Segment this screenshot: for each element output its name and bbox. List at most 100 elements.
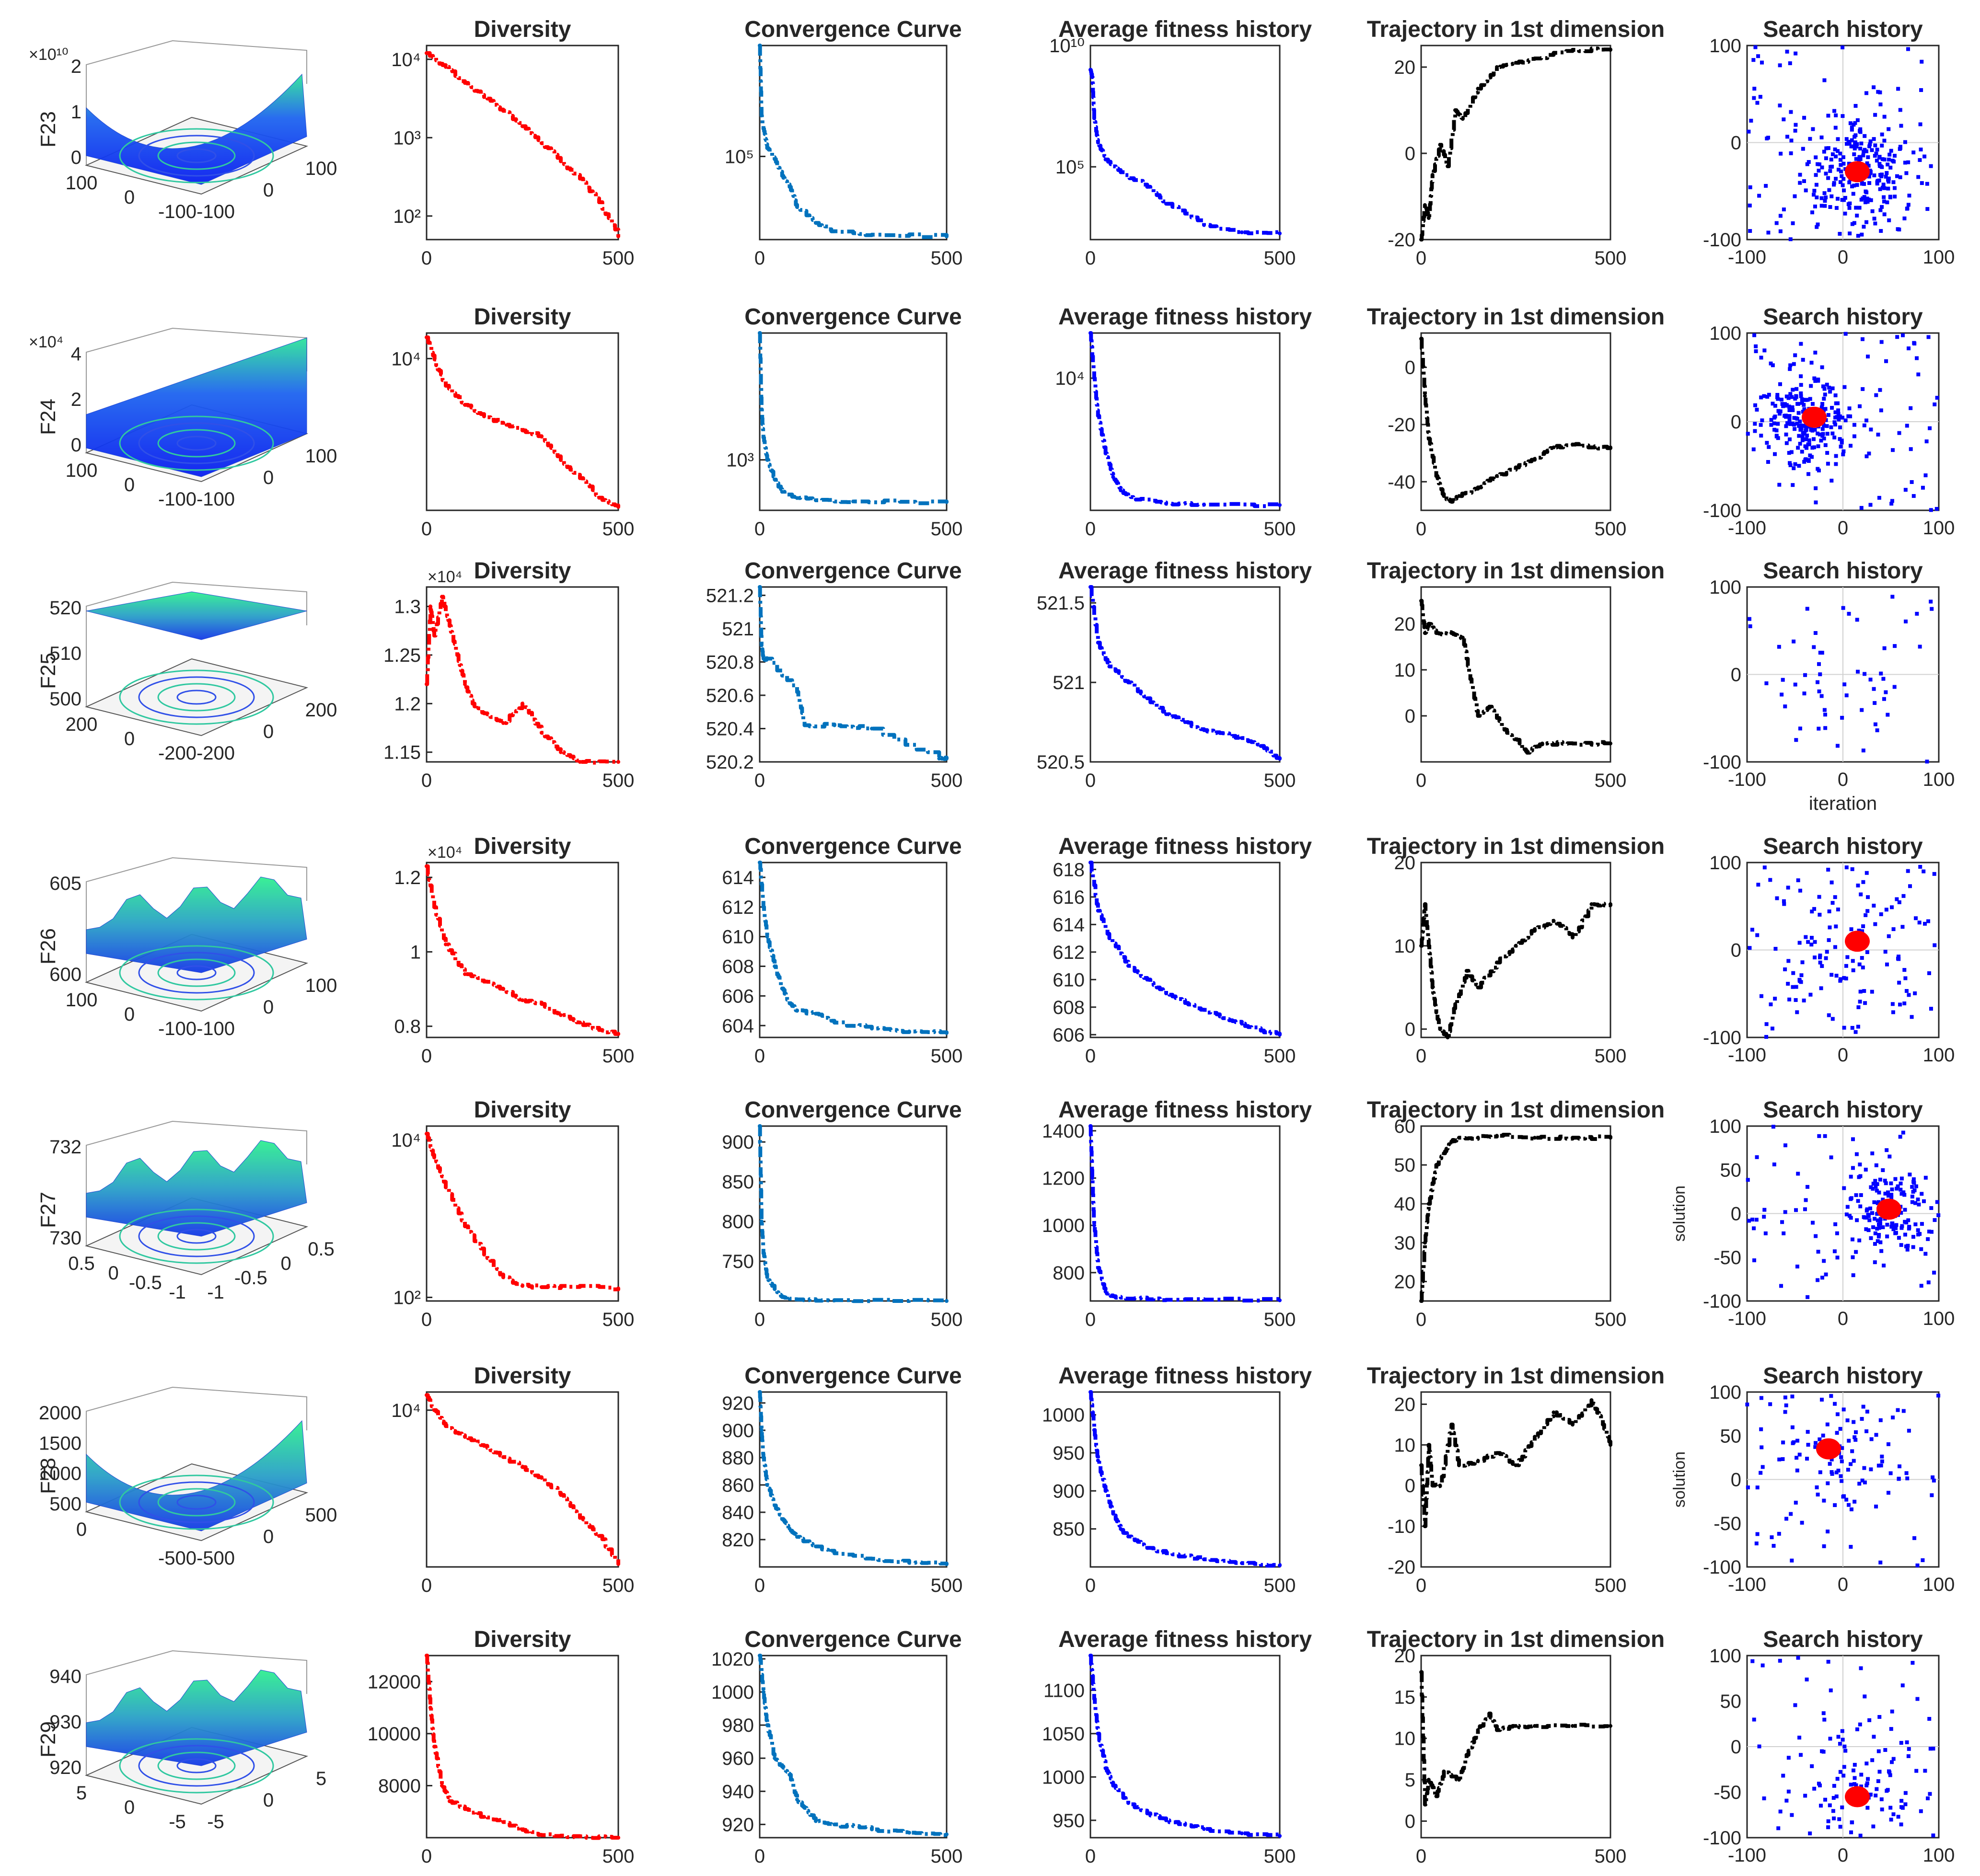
data-point (1111, 1294, 1115, 1299)
scatter-point (1876, 432, 1880, 437)
scatter-point (1834, 113, 1838, 117)
y-tick-label: 614 (1053, 914, 1085, 935)
scatter-point (1816, 1278, 1820, 1282)
scatter-point (1796, 878, 1800, 883)
scatter-point (1873, 113, 1877, 117)
scatter-point (1852, 423, 1856, 427)
data-point (425, 682, 428, 686)
scatter-point (1800, 960, 1805, 965)
scatter-point (1834, 462, 1838, 466)
scatter-point (1869, 427, 1873, 432)
data-point (1457, 1778, 1461, 1782)
scatter-point (1928, 1747, 1933, 1751)
scatter-point (1902, 968, 1907, 972)
data-point (1476, 485, 1480, 490)
scatter-point (1887, 1442, 1891, 1446)
scatter-point (1829, 880, 1834, 885)
scatter-point (1872, 1735, 1876, 1739)
scatter-point (1898, 1002, 1902, 1007)
scatter-point (1900, 1224, 1904, 1228)
scatter-point (1904, 989, 1909, 993)
x-tick-label: 0 (1838, 518, 1848, 539)
scatter-point (1764, 1035, 1769, 1039)
contour-line (138, 1745, 255, 1787)
scatter-point (1850, 184, 1854, 188)
x-tick-label: 0 (1085, 248, 1096, 269)
scatter-point (1887, 218, 1891, 222)
data-point (1088, 1390, 1092, 1394)
scatter-point (1878, 187, 1882, 191)
scatter-point (1750, 1659, 1755, 1663)
x-tick-label: -100 (158, 201, 197, 222)
plot-area (759, 45, 948, 241)
y-tick-label: 0 (281, 1253, 291, 1274)
scatter-point (1920, 181, 1924, 185)
scatter-point (1788, 392, 1793, 396)
scatter-point (1830, 431, 1835, 436)
z-tick-label: 510 (49, 643, 81, 664)
x-tick-label: 0 (1085, 1309, 1096, 1330)
scatter-point (1864, 418, 1869, 423)
scatter-point (1861, 966, 1865, 970)
data-point (1088, 331, 1092, 335)
x-tick-label: -100 (158, 489, 197, 510)
scatter-point (1883, 1191, 1887, 1196)
data-point (833, 1822, 836, 1827)
scatter-point (1770, 1026, 1774, 1031)
scatter-point (1872, 687, 1876, 691)
z-tick-label: 730 (49, 1228, 81, 1249)
panel-title: Trajectory in 1st dimension (1367, 1627, 1665, 1652)
scatter-point (1850, 1820, 1854, 1825)
scatter-point (1768, 878, 1772, 882)
scatter-point (1819, 196, 1824, 200)
scatter-point (1797, 434, 1801, 438)
x-tick-label: -100 (1728, 1308, 1766, 1329)
y-tick-label: 614 (722, 867, 754, 888)
x-tick-label: 0 (1416, 770, 1426, 791)
data-point (1164, 991, 1168, 996)
scatter-point (1844, 976, 1848, 980)
data-point (1278, 1298, 1282, 1302)
scatter-point (1835, 1431, 1839, 1435)
scatter-point (1789, 110, 1793, 114)
scatter-point (1919, 1247, 1923, 1251)
scatter-point (1755, 933, 1760, 937)
scatter-point (1886, 178, 1890, 182)
scatter-point (1787, 451, 1791, 455)
scatter-point (1757, 1744, 1761, 1749)
data-point (1107, 664, 1112, 668)
y-tick-label: 604 (722, 1015, 754, 1036)
x-tick-label: 0 (1416, 248, 1426, 269)
scatter-point (1790, 1813, 1794, 1817)
data-point (1609, 902, 1612, 906)
series-line (1089, 331, 1282, 508)
scatter-point (1816, 222, 1820, 227)
scatter-point (1830, 164, 1834, 169)
scatter-point (1888, 195, 1892, 199)
scatter-point (1847, 406, 1852, 411)
scatter-point (1910, 1185, 1914, 1189)
scatter-point (1786, 1789, 1791, 1794)
scatter-point (1781, 678, 1785, 682)
x-tick-label: 0 (754, 770, 765, 791)
scatter-point (1790, 405, 1795, 409)
scatter-point (1746, 432, 1750, 436)
data-point (1430, 985, 1435, 990)
scatter-point (1798, 726, 1802, 731)
scatter-point (1847, 141, 1852, 146)
scatter-point (1883, 950, 1887, 954)
scatter-point (1923, 1252, 1928, 1256)
scatter-point (1833, 147, 1837, 151)
scatter-point (1896, 1815, 1900, 1819)
data-point (945, 757, 949, 761)
scatter-point (1862, 1466, 1866, 1470)
scatter-point (1841, 449, 1846, 453)
series-line (1088, 1124, 1282, 1303)
scatter-point (1763, 1231, 1768, 1235)
scatter-point (1823, 1134, 1827, 1138)
scatter-point (1872, 85, 1876, 90)
x-tick-label: 100 (1923, 1045, 1955, 1066)
